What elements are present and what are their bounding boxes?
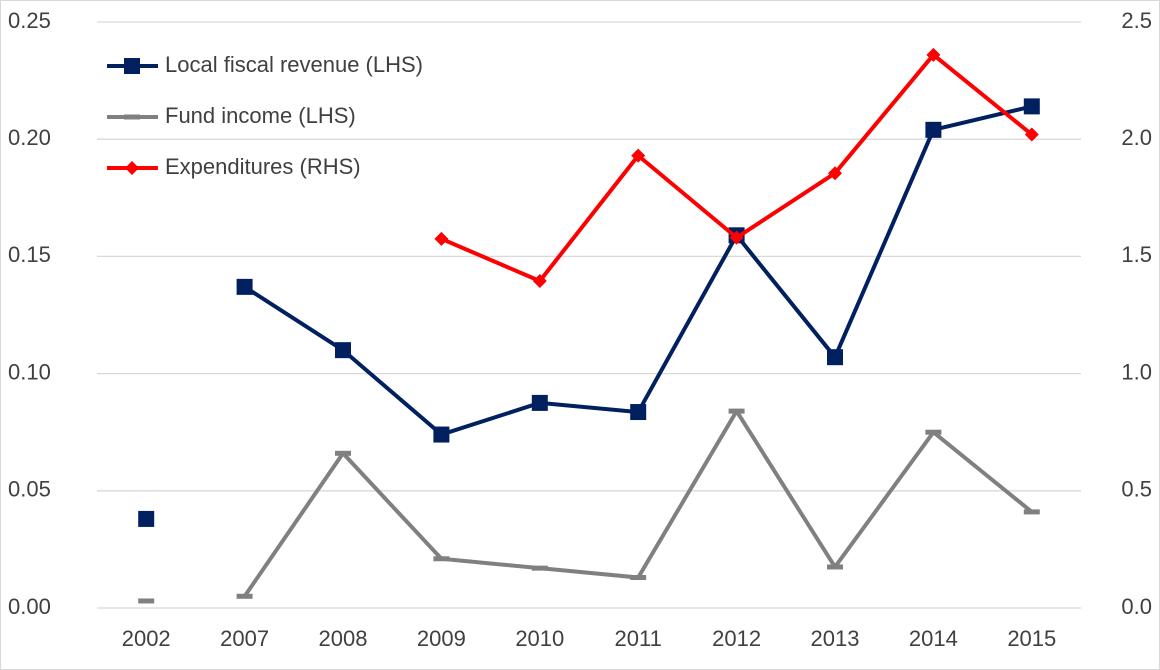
- marker: [925, 429, 942, 435]
- x-tick-label: 2015: [1007, 626, 1056, 651]
- y-tick-label: 0.05: [8, 477, 51, 502]
- y-tick-label: 0.15: [8, 242, 51, 267]
- y2-tick-label: 1.0: [1121, 359, 1152, 384]
- y2-tick-label: 1.5: [1121, 242, 1152, 267]
- x-tick-label: 2002: [122, 626, 171, 651]
- marker: [532, 274, 547, 289]
- legend-label: Fund income (LHS): [165, 103, 356, 128]
- y-tick-label: 0.00: [8, 594, 51, 619]
- x-tick-label: 2013: [811, 626, 860, 651]
- marker: [1024, 127, 1039, 142]
- legend-marker: [125, 161, 139, 175]
- marker: [531, 565, 548, 571]
- marker: [630, 575, 647, 581]
- marker: [434, 231, 449, 246]
- marker: [1023, 98, 1040, 115]
- x-tick-label: 2010: [515, 626, 564, 651]
- marker: [828, 166, 842, 181]
- legend-marker: [124, 58, 140, 74]
- x-tick-label: 2008: [319, 626, 368, 651]
- marker: [335, 342, 351, 359]
- x-tick-label: 2014: [909, 626, 958, 651]
- marker: [1023, 509, 1040, 515]
- legend-marker: [124, 114, 140, 120]
- legend-label: Local fiscal revenue (LHS): [165, 52, 423, 77]
- y-tick-label: 0.20: [8, 125, 51, 150]
- x-tick-label: 2009: [417, 626, 466, 651]
- y2-tick-label: 0.0: [1121, 594, 1152, 619]
- legend-label: Expenditures (RHS): [165, 154, 361, 179]
- y2-tick-label: 0.5: [1121, 477, 1152, 502]
- marker: [925, 121, 942, 138]
- marker: [138, 598, 155, 604]
- marker: [236, 593, 253, 599]
- y2-tick-label: 2.0: [1121, 125, 1152, 150]
- y-tick-label: 0.25: [8, 8, 51, 33]
- marker: [728, 408, 745, 414]
- marker: [138, 510, 155, 527]
- y-tick-label: 0.10: [8, 359, 51, 384]
- x-tick-label: 2007: [220, 626, 269, 651]
- marker: [827, 349, 843, 366]
- marker: [729, 230, 744, 245]
- marker: [531, 394, 548, 411]
- marker: [631, 148, 646, 163]
- marker: [433, 426, 450, 443]
- y2-tick-label: 2.5: [1121, 8, 1152, 33]
- marker: [630, 404, 647, 421]
- x-tick-label: 2012: [712, 626, 761, 651]
- marker: [827, 564, 843, 570]
- marker: [236, 278, 253, 295]
- x-tick-label: 2011: [615, 626, 662, 651]
- marker: [926, 47, 941, 62]
- marker: [433, 556, 450, 562]
- marker: [335, 450, 351, 456]
